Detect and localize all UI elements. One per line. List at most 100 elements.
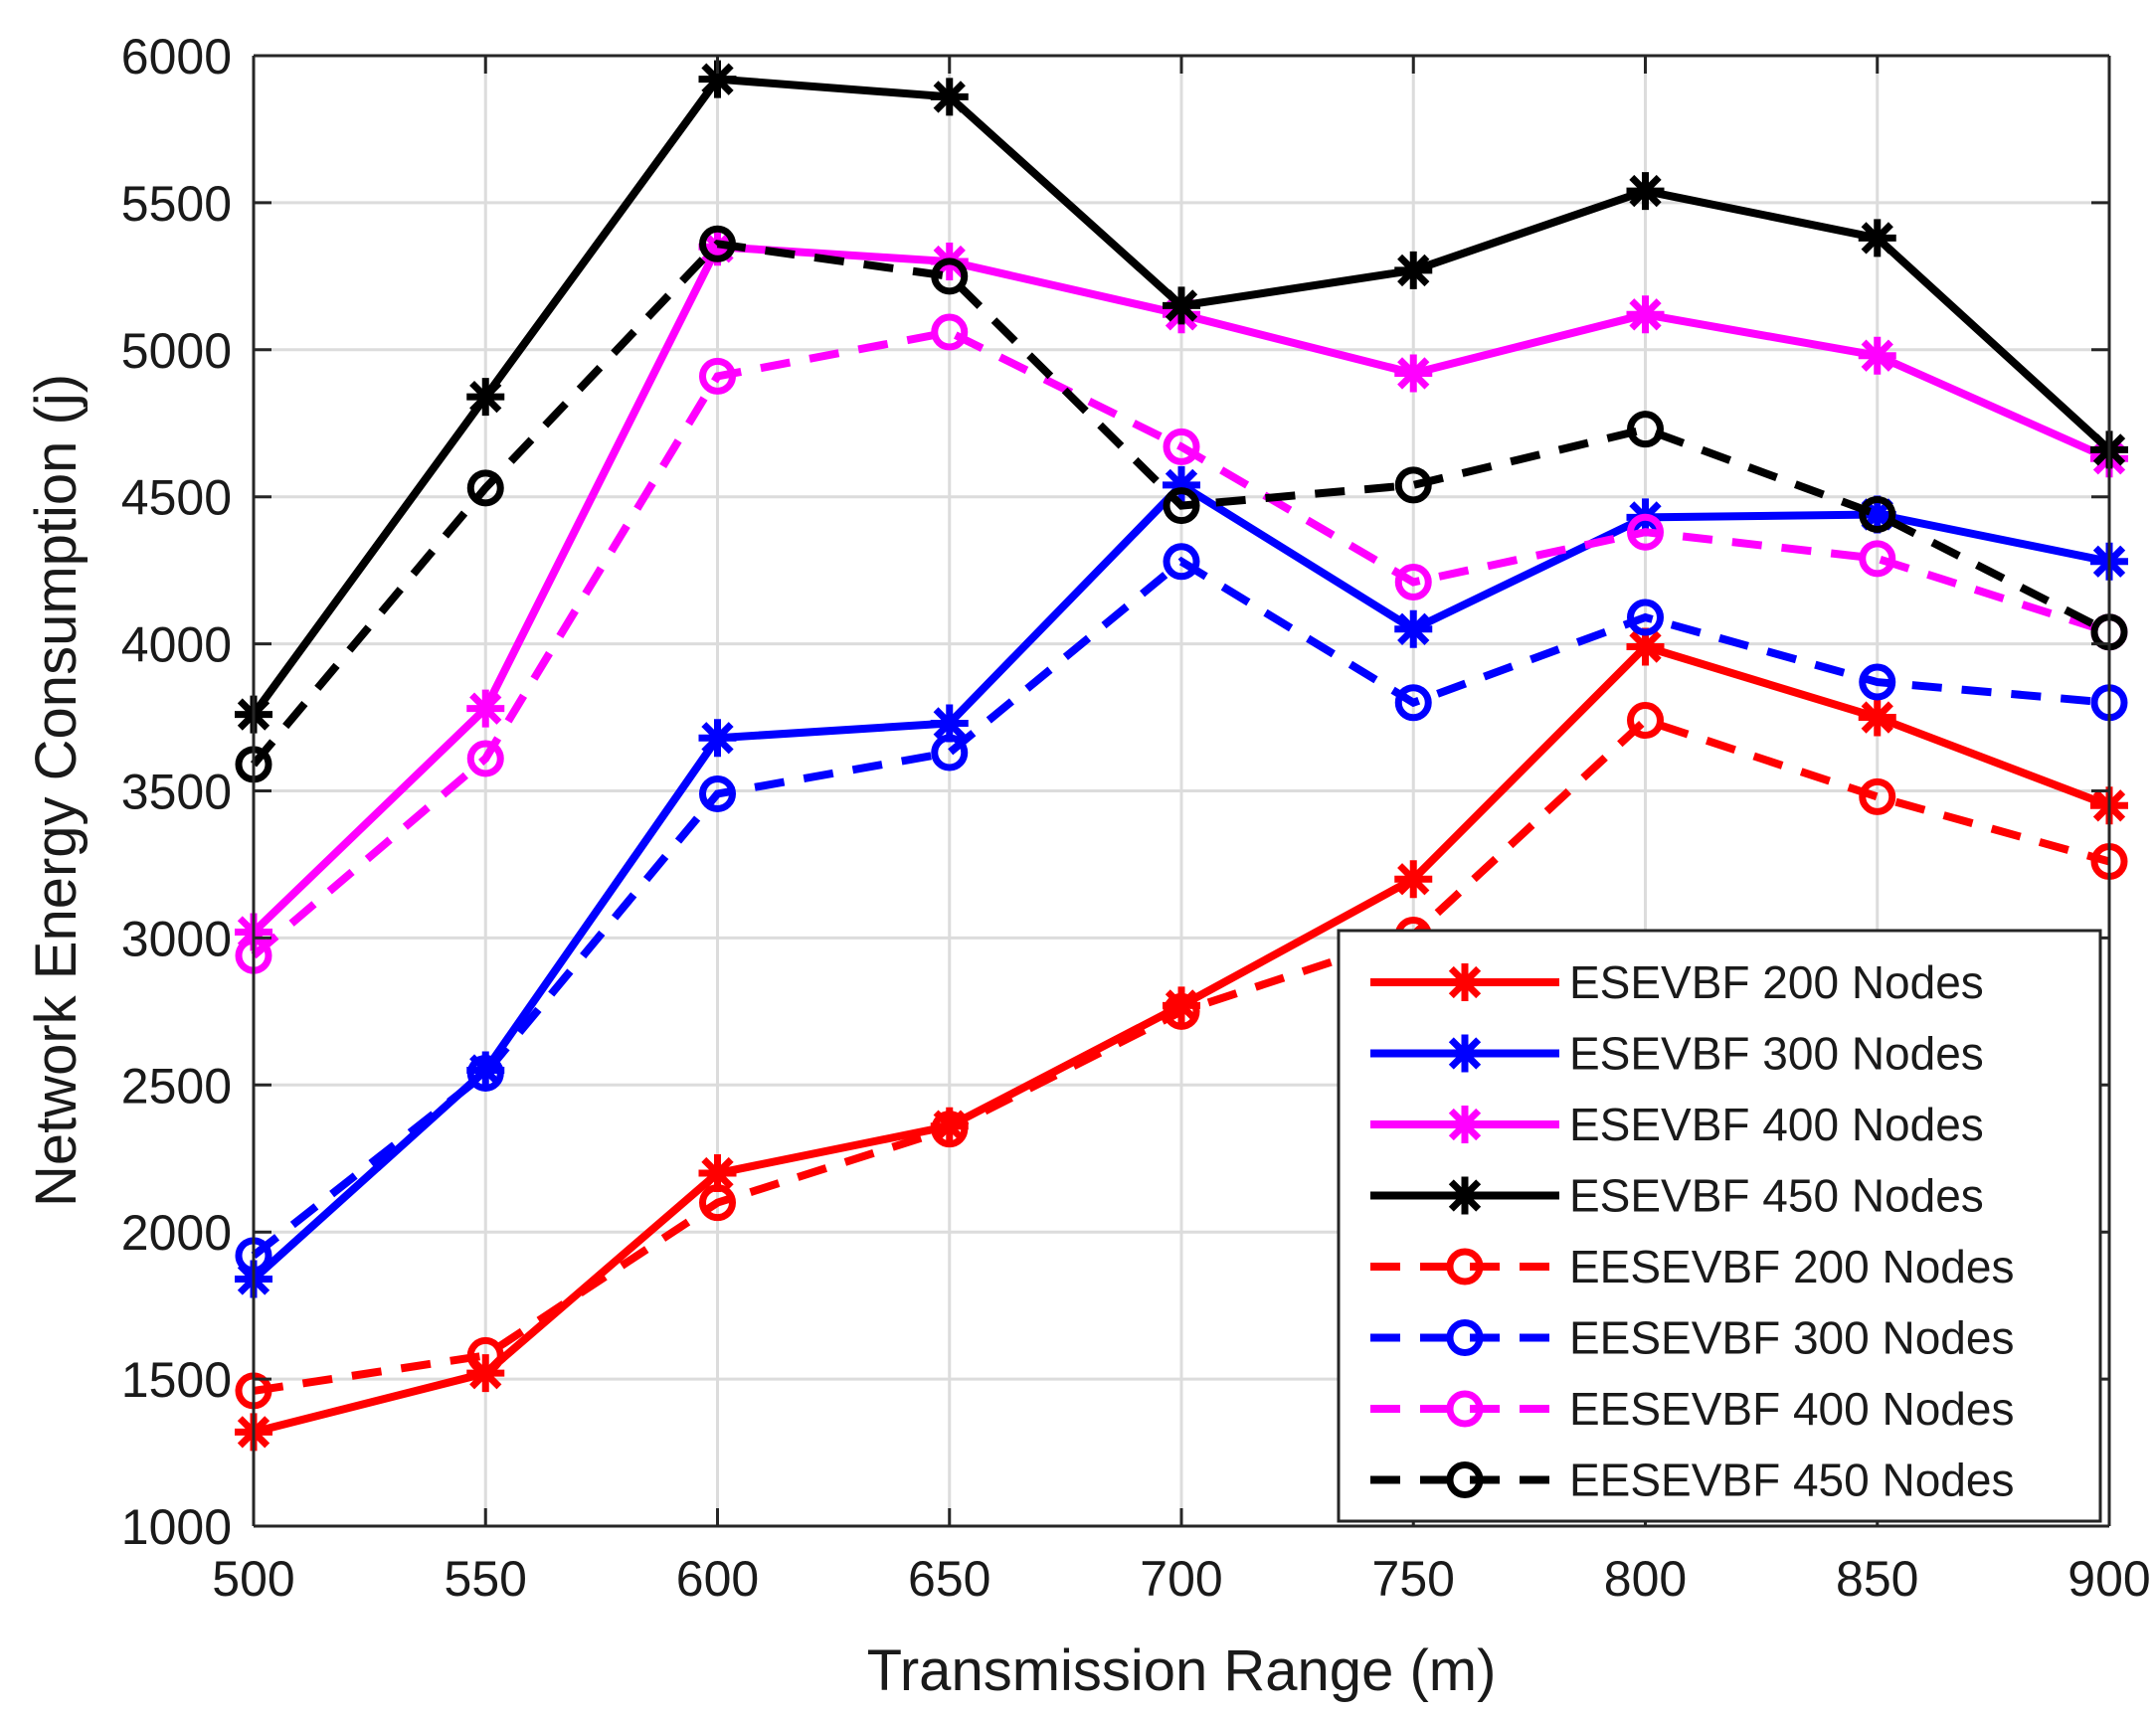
legend-item: ESEVBF 200 Nodes — [1370, 956, 1984, 1008]
y-tick-label: 2000 — [121, 1205, 232, 1261]
asterisk-stroke — [1397, 863, 1430, 896]
legend-swatch-marker — [1446, 1106, 1484, 1143]
data-point-marker — [1394, 609, 1433, 648]
data-point-marker — [466, 469, 504, 507]
legend-item: EESEVBF 450 Nodes — [1370, 1455, 2014, 1506]
data-point-marker — [466, 378, 505, 417]
asterisk-stroke — [1165, 289, 1198, 322]
data-point-marker — [698, 719, 737, 758]
series-line — [251, 556, 2110, 1260]
legend-swatch-marker — [1446, 1248, 1484, 1286]
asterisk-stroke — [1448, 965, 1482, 999]
data-point-marker — [1627, 599, 1664, 636]
data-point-marker — [1163, 286, 1200, 325]
data-point-marker — [1163, 428, 1200, 465]
legend-swatch-marker — [1446, 1176, 1484, 1215]
legend-label: ESEVBF 400 Nodes — [1569, 1099, 1984, 1150]
data-point-marker — [930, 78, 969, 116]
x-tick-label: 650 — [908, 1551, 990, 1607]
data-point-marker — [1394, 466, 1432, 504]
legend-label: EESEVBF 400 Nodes — [1569, 1383, 2014, 1435]
series-8 — [235, 225, 2128, 783]
data-point-marker — [1163, 543, 1200, 581]
asterisk-stroke — [1397, 612, 1430, 645]
data-point-marker — [931, 734, 969, 772]
data-point-marker — [931, 1111, 969, 1148]
asterisk-stroke — [1448, 1179, 1482, 1212]
legend-swatch-marker — [1446, 1319, 1484, 1356]
legend-swatch-marker — [1446, 1390, 1484, 1428]
legend-swatch-marker — [1446, 1034, 1484, 1073]
legend-label: EESEVBF 300 Nodes — [1569, 1312, 2014, 1364]
asterisk-stroke — [1629, 174, 1662, 208]
asterisk-stroke — [933, 707, 966, 740]
x-tick-label: 850 — [1836, 1551, 1918, 1607]
asterisk-stroke — [701, 1156, 734, 1190]
legend-item: ESEVBF 400 Nodes — [1370, 1099, 1984, 1150]
data-point-marker — [1626, 295, 1665, 334]
data-point-marker — [466, 689, 505, 728]
asterisk-stroke — [1861, 339, 1893, 372]
x-tick-label: 800 — [1604, 1551, 1687, 1607]
legend-item: EESEVBF 400 Nodes — [1370, 1383, 2014, 1435]
x-tick-label: 600 — [676, 1551, 759, 1607]
legend-item: ESEVBF 450 Nodes — [1370, 1170, 1984, 1222]
y-tick-label: 4500 — [121, 470, 232, 526]
y-tick-label: 2500 — [121, 1058, 232, 1114]
legend-label: ESEVBF 300 Nodes — [1569, 1028, 1984, 1080]
legend-item: EESEVBF 300 Nodes — [1370, 1312, 2014, 1364]
x-tick-label: 550 — [445, 1551, 527, 1607]
data-point-marker — [931, 313, 969, 351]
asterisk-stroke — [701, 722, 734, 755]
asterisk-stroke — [701, 63, 734, 95]
asterisk-stroke — [1397, 357, 1430, 390]
series-6 — [235, 543, 2128, 1275]
y-tick-label: 5500 — [121, 176, 232, 232]
data-point-marker — [1859, 495, 1896, 533]
data-point-marker — [1859, 663, 1896, 701]
legend-label: EESEVBF 200 Nodes — [1569, 1241, 2014, 1292]
data-point-marker — [466, 1054, 504, 1092]
data-point-marker — [699, 1184, 736, 1222]
data-point-marker — [1394, 354, 1433, 393]
asterisk-stroke — [469, 692, 502, 725]
data-point-marker — [1394, 684, 1432, 722]
asterisk-stroke — [1397, 254, 1430, 287]
data-point-marker — [1858, 219, 1896, 257]
y-axis-title: Network Energy Consumption (j) — [24, 374, 89, 1207]
legend-item: EESEVBF 200 Nodes — [1370, 1241, 2014, 1292]
data-point-marker — [1626, 172, 1665, 211]
series-line — [253, 715, 2111, 1395]
data-point-marker — [699, 357, 736, 395]
asterisk-stroke — [1861, 222, 1893, 255]
legend-label: ESEVBF 450 Nodes — [1569, 1170, 1984, 1222]
x-tick-label: 900 — [2067, 1551, 2150, 1607]
y-tick-label: 1000 — [121, 1499, 232, 1555]
data-point-marker — [1859, 777, 1896, 815]
series-line — [250, 240, 2111, 768]
x-axis-title: Transmission Range (m) — [867, 1638, 1497, 1703]
legend-label: ESEVBF 200 Nodes — [1569, 956, 1984, 1008]
asterisk-stroke — [469, 380, 502, 414]
y-tick-label: 6000 — [121, 29, 232, 85]
x-tick-label: 500 — [212, 1551, 294, 1607]
legend-label: EESEVBF 450 Nodes — [1569, 1455, 2014, 1506]
data-point-marker — [1163, 992, 1200, 1030]
data-point-marker — [1627, 411, 1664, 448]
data-point-marker — [1627, 702, 1664, 740]
series-line — [251, 327, 2111, 959]
data-point-marker — [1163, 487, 1200, 525]
y-tick-label: 3000 — [121, 911, 232, 966]
data-point-marker — [1858, 698, 1896, 737]
data-series — [235, 60, 2128, 1452]
axes: 500 550 600 650 700 750 800 850 900 1000 1500 2000 2… — [121, 29, 2151, 1607]
legend: ESEVBF 200 Nodes ESEVBF 300 Nodes ESEVBF 4… — [1337, 929, 2102, 1523]
data-point-marker — [466, 1336, 504, 1374]
data-point-marker — [699, 225, 736, 262]
asterisk-stroke — [1861, 701, 1893, 734]
data-point-marker — [699, 774, 736, 812]
data-point-marker — [1394, 563, 1432, 601]
data-point-marker — [1394, 860, 1433, 899]
data-point-marker — [931, 257, 969, 295]
legend-swatch-marker — [1446, 963, 1484, 1001]
